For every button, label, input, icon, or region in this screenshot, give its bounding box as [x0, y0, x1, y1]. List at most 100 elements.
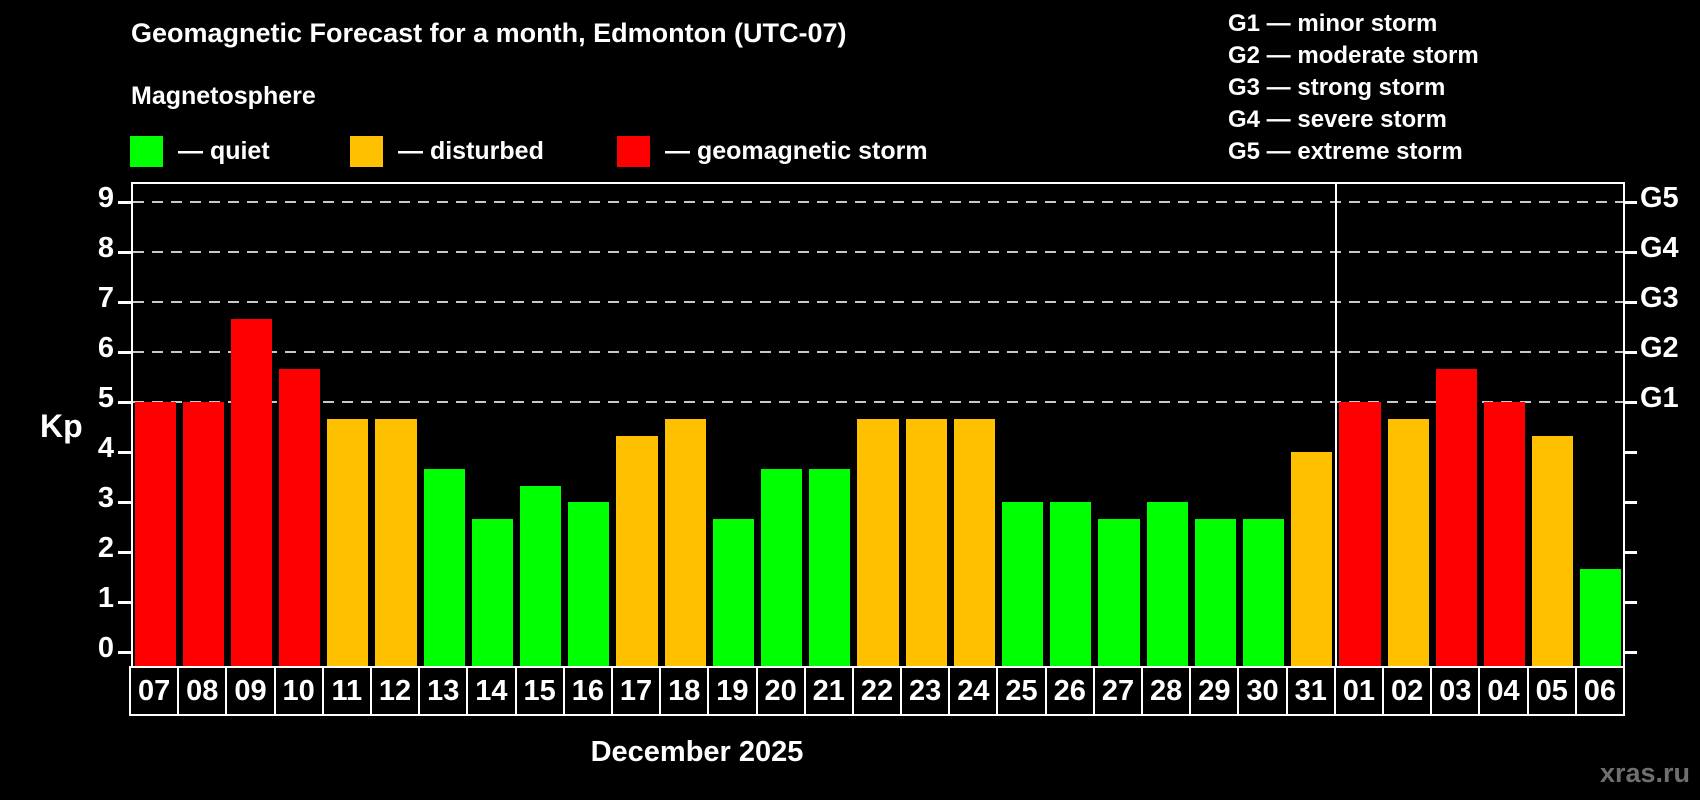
- left-axis-tick-8: [118, 251, 131, 254]
- right-axis-tick-4: [1624, 451, 1637, 454]
- right-axis-tick-8: [1624, 251, 1637, 254]
- day-cell-22: 22: [851, 666, 903, 716]
- bar-day-21: [809, 468, 851, 668]
- day-cell-10: 10: [273, 666, 324, 716]
- g-axis-label-g2: G2: [1640, 332, 1679, 364]
- gridline-kp9: [133, 201, 1623, 203]
- day-cell-27: 27: [1092, 666, 1144, 716]
- bar-day-22: [857, 418, 899, 668]
- day-cell-08: 08: [177, 666, 228, 716]
- bar-day-14: [471, 518, 514, 668]
- bar-day-08: [182, 402, 224, 668]
- chart-subtitle: Magnetosphere: [131, 82, 316, 110]
- quiet-color-swatch: [130, 135, 163, 167]
- right-axis-tick-3: [1624, 501, 1637, 504]
- day-cell-07: 07: [129, 666, 180, 716]
- day-cell-06: 06: [1574, 666, 1625, 716]
- day-cell-13: 13: [418, 666, 469, 716]
- y-tick-label-5: 5: [97, 382, 114, 414]
- bar-day-12: [375, 418, 417, 668]
- g-legend-line-g5: G5 — extreme storm: [1228, 138, 1463, 165]
- day-cell-19: 19: [707, 666, 758, 716]
- bar-day-09: [230, 318, 273, 668]
- day-cell-30: 30: [1237, 666, 1288, 716]
- watermark: xras.ru: [1599, 758, 1690, 788]
- legend-item-quiet: — quiet: [130, 135, 270, 167]
- gridline-kp5: [133, 401, 1623, 403]
- left-axis-tick-6: [118, 351, 131, 354]
- day-cell-23: 23: [900, 666, 951, 716]
- left-axis-tick-0: [118, 651, 131, 654]
- g-legend-line-g2: G2 — moderate storm: [1228, 42, 1479, 69]
- left-axis-tick-9: [118, 201, 131, 204]
- day-cell-29: 29: [1189, 666, 1240, 716]
- day-cell-12: 12: [369, 666, 421, 716]
- y-tick-label-7: 7: [97, 282, 114, 314]
- bar-day-05: [1532, 435, 1574, 668]
- bar-day-02: [1387, 418, 1429, 668]
- bar-day-13: [423, 468, 465, 668]
- month-separator: [1334, 182, 1337, 668]
- bar-day-10: [279, 368, 321, 668]
- day-cell-25: 25: [996, 666, 1047, 716]
- day-cell-26: 26: [1044, 666, 1095, 716]
- bar-day-03: [1435, 368, 1477, 668]
- day-cell-11: 11: [321, 666, 372, 716]
- y-tick-label-0: 0: [97, 632, 114, 664]
- day-cell-16: 16: [562, 666, 613, 716]
- bar-day-07: [134, 402, 176, 668]
- y-tick-label-3: 3: [97, 482, 114, 514]
- day-cell-02: 02: [1382, 666, 1433, 716]
- left-axis-tick-3: [118, 501, 131, 504]
- bar-day-28: [1146, 502, 1188, 668]
- page-title: Geomagnetic Forecast for a month, Edmont…: [131, 18, 847, 48]
- y-tick-label-8: 8: [97, 232, 114, 264]
- day-cell-18: 18: [659, 666, 710, 716]
- plot-area-frame: [131, 182, 1625, 668]
- y-axis-label: Kp: [40, 408, 83, 444]
- legend-item-disturbed: — disturbed: [350, 135, 544, 167]
- bar-day-15: [520, 485, 562, 668]
- bar-day-06: [1580, 568, 1622, 668]
- right-axis-tick-9: [1624, 201, 1637, 204]
- day-cell-01: 01: [1333, 666, 1385, 716]
- legend-item-storm: — geomagnetic storm: [617, 135, 928, 167]
- g-legend-line-g1: G1 — minor storm: [1228, 10, 1438, 37]
- day-cell-31: 31: [1285, 666, 1336, 716]
- day-cell-09: 09: [225, 666, 276, 716]
- day-cell-24: 24: [948, 666, 999, 716]
- day-cell-21: 21: [803, 666, 854, 716]
- g-legend-line-g3: G3 — strong storm: [1228, 74, 1446, 101]
- y-tick-label-2: 2: [97, 532, 114, 564]
- legend-label-storm: — geomagnetic storm: [665, 136, 928, 165]
- day-cell-15: 15: [514, 666, 565, 716]
- right-axis-tick-5: [1624, 401, 1637, 404]
- g-axis-label-g5: G5: [1640, 182, 1679, 214]
- day-cell-03: 03: [1430, 666, 1481, 716]
- bar-day-23: [905, 418, 947, 668]
- legend-label-quiet: — quiet: [178, 136, 270, 165]
- bar-day-30: [1242, 518, 1285, 668]
- left-axis-tick-4: [118, 451, 131, 454]
- y-tick-label-9: 9: [97, 182, 114, 214]
- g-legend-line-g4: G4 — severe storm: [1228, 106, 1447, 133]
- legend-label-disturbed: — disturbed: [398, 136, 544, 165]
- day-cell-04: 04: [1478, 666, 1529, 716]
- bar-day-11: [327, 418, 369, 668]
- right-axis-tick-1: [1624, 601, 1637, 604]
- bar-day-19: [712, 518, 754, 668]
- y-tick-label-4: 4: [97, 432, 114, 464]
- y-tick-label-6: 6: [97, 332, 114, 364]
- gridline-kp8: [133, 251, 1623, 253]
- bar-day-17: [616, 435, 658, 668]
- left-axis-tick-7: [118, 301, 131, 304]
- left-axis-tick-1: [118, 601, 131, 604]
- bar-day-25: [1001, 502, 1044, 668]
- day-cell-17: 17: [610, 666, 662, 716]
- bar-day-04: [1483, 402, 1526, 668]
- left-axis-tick-5: [118, 401, 131, 404]
- bar-day-01: [1339, 402, 1381, 668]
- storm-color-swatch: [617, 135, 650, 167]
- right-axis-tick-0: [1624, 651, 1637, 654]
